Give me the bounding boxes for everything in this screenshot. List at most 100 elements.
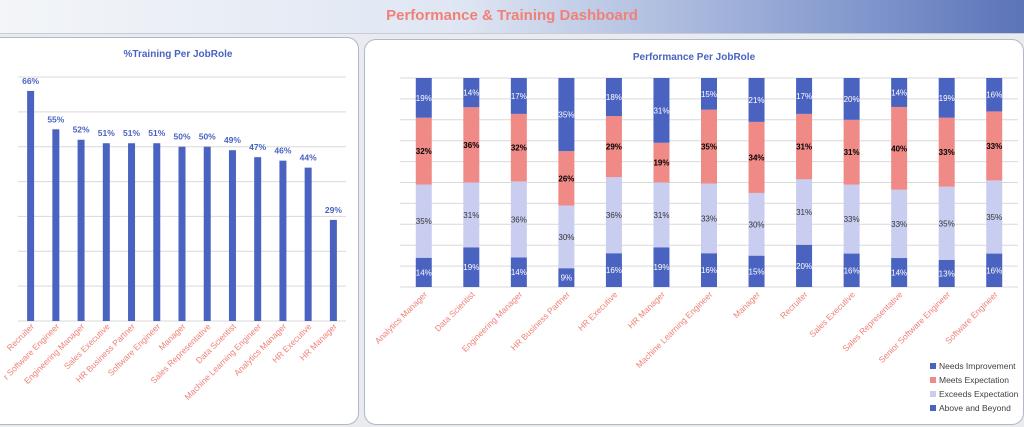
data-label: 35% xyxy=(939,219,955,228)
data-label: 19% xyxy=(939,94,955,103)
data-label: 49% xyxy=(224,135,241,145)
stacked-bar-segment xyxy=(605,253,622,287)
data-label: 36% xyxy=(463,141,479,150)
stacked-bar-segment xyxy=(796,179,813,245)
bar xyxy=(27,90,35,321)
data-label: 44% xyxy=(300,153,317,163)
x-tick-label: Sales Executive xyxy=(807,289,857,339)
data-label: 35% xyxy=(986,213,1002,222)
data-label: 31% xyxy=(796,143,812,152)
stacked-bar-segment xyxy=(843,184,860,254)
data-label: 21% xyxy=(749,96,765,105)
data-label: 33% xyxy=(891,220,907,229)
x-tick-label: Analytics Manager xyxy=(373,289,430,346)
data-label: 30% xyxy=(749,220,765,229)
data-label: 32% xyxy=(511,144,527,153)
data-label: 35% xyxy=(701,143,717,152)
legend-label: Meets Expectation xyxy=(939,375,1009,385)
data-label: 19% xyxy=(416,94,432,103)
stacked-bar-segment xyxy=(701,109,717,184)
data-label: 34% xyxy=(749,153,765,162)
stacked-bar-segment xyxy=(986,253,1003,287)
stacked-bar-segment xyxy=(796,113,813,180)
data-label: 31% xyxy=(653,106,669,115)
stacked-bar-segment xyxy=(510,181,527,258)
stacked-bar-segment xyxy=(558,78,575,152)
legend-label: Exceeds Expectation xyxy=(939,389,1019,399)
data-label: 31% xyxy=(796,208,812,217)
legend-swatch xyxy=(930,363,936,369)
data-label: 50% xyxy=(173,132,190,142)
stacked-bar-segment xyxy=(986,180,1003,254)
stacked-bar-segment xyxy=(415,78,432,118)
data-label: 55% xyxy=(47,114,64,124)
stacked-bar-segment xyxy=(843,253,860,287)
stacked-bar-segment xyxy=(843,119,860,185)
data-label: 52% xyxy=(73,125,90,135)
x-tick-label: Recruiter xyxy=(778,289,810,321)
stacked-bar-segment xyxy=(510,78,527,114)
legend-swatch xyxy=(930,405,936,411)
data-label: 9% xyxy=(561,274,573,283)
bar xyxy=(329,219,337,321)
data-label: 20% xyxy=(844,95,860,104)
bar xyxy=(77,139,85,321)
bar xyxy=(128,143,136,321)
data-label: 31% xyxy=(844,148,860,157)
data-label: 40% xyxy=(891,144,907,153)
stacked-bar-segment xyxy=(463,107,480,183)
data-label: 16% xyxy=(701,266,717,275)
legend-swatch xyxy=(930,391,936,397)
data-label: 50% xyxy=(199,132,216,142)
data-label: 51% xyxy=(98,128,115,138)
data-label: 47% xyxy=(249,142,266,152)
data-label: 35% xyxy=(416,217,432,226)
bar xyxy=(178,146,186,321)
stacked-bar-segment xyxy=(986,111,1003,181)
stacked-bar-segment xyxy=(463,78,480,108)
stacked-bar-segment xyxy=(558,151,575,206)
stacked-bar-segment xyxy=(891,106,908,190)
data-label: 19% xyxy=(653,263,669,272)
data-label: 17% xyxy=(511,92,527,101)
data-label: 17% xyxy=(796,92,812,101)
stacked-bar-segment xyxy=(415,117,432,185)
stacked-bar-segment xyxy=(463,247,480,287)
data-label: 30% xyxy=(558,233,574,242)
data-label: 16% xyxy=(606,266,622,275)
legend-swatch xyxy=(930,377,936,383)
data-label: 33% xyxy=(844,215,860,224)
bar xyxy=(254,157,262,321)
stacked-bar-segment xyxy=(748,255,765,287)
data-label: 51% xyxy=(123,128,140,138)
bar xyxy=(203,146,211,321)
data-label: 33% xyxy=(701,214,717,223)
x-tick-label: Manager xyxy=(731,289,762,320)
x-tick-label: HR Manager xyxy=(626,289,667,330)
stacked-bar-segment xyxy=(938,186,955,260)
bar xyxy=(279,160,287,321)
data-label: 31% xyxy=(653,211,669,220)
stacked-bar-segment xyxy=(653,182,670,248)
data-label: 36% xyxy=(511,215,527,224)
data-label: 66% xyxy=(22,76,39,86)
data-label: 15% xyxy=(749,267,765,276)
stacked-bar-segment xyxy=(653,247,670,287)
stacked-bar-segment xyxy=(558,205,575,269)
data-label: 46% xyxy=(274,146,291,156)
data-label: 29% xyxy=(325,205,342,215)
data-label: 35% xyxy=(558,111,574,120)
stacked-bar-segment xyxy=(463,182,480,248)
stacked-bar-segment xyxy=(701,78,717,110)
stacked-bar-segment xyxy=(796,78,813,114)
bar xyxy=(304,167,312,321)
data-label: 33% xyxy=(939,148,955,157)
data-label: 14% xyxy=(891,88,907,97)
legend-label: Above and Beyond xyxy=(939,403,1011,413)
stacked-bar-segment xyxy=(558,268,575,287)
data-label: 26% xyxy=(558,174,574,183)
data-label: 16% xyxy=(844,266,860,275)
stacked-bar-segment xyxy=(605,177,622,254)
data-label: 19% xyxy=(653,159,669,168)
